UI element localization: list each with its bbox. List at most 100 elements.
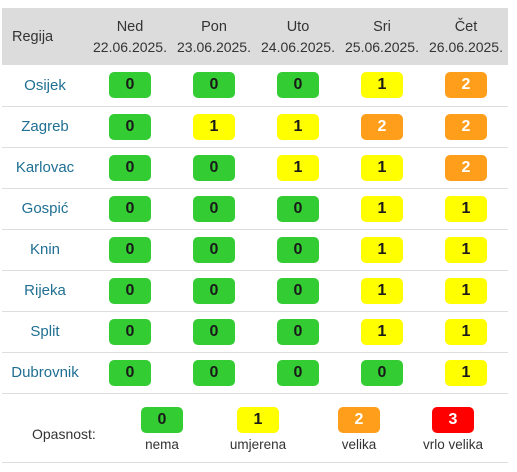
danger-cell: 0 (172, 147, 256, 188)
danger-cell: 1 (340, 229, 424, 270)
danger-level-badge: 1 (361, 236, 403, 263)
day-name: Sri (373, 18, 391, 35)
table-body: Osijek 0 0 0 1 2 Zagreb 0 1 1 2 2 Karlovac 0 0 1 1 2 Gospi… (2, 65, 508, 393)
danger-cell: 0 (172, 311, 256, 352)
danger-level-badge: 0 (109, 113, 151, 140)
legend-item-vrlo-velika: 3 vrlo velika (413, 406, 493, 452)
danger-cell: 0 (88, 270, 172, 311)
danger-level-badge: 2 (445, 72, 487, 99)
region-link[interactable]: Knin (29, 241, 61, 258)
table-row: Osijek 0 0 0 1 2 (2, 65, 508, 106)
danger-level-badge: 1 (445, 236, 487, 263)
legend-item-umjerena: 1 umjerena (218, 406, 298, 452)
column-header-day: Čet 26.06.2025. (424, 8, 508, 65)
danger-level-badge: 1 (361, 72, 403, 99)
danger-level-badge: 0 (193, 318, 235, 345)
danger-cell: 0 (88, 65, 172, 106)
day-date: 23.06.2025. (177, 38, 251, 55)
region-link[interactable]: Karlovac (15, 159, 75, 176)
danger-level-badge: 0 (277, 72, 319, 99)
heat-danger-widget: Regija Ned 22.06.2025. Pon 23.06.2025. U… (2, 0, 510, 463)
table-row: Gospić 0 0 0 1 1 (2, 188, 508, 229)
danger-cell: 1 (256, 147, 340, 188)
danger-level-badge: 0 (193, 277, 235, 304)
danger-cell: 1 (340, 188, 424, 229)
danger-cell: 0 (256, 188, 340, 229)
column-header-region: Regija (12, 28, 54, 45)
region-link[interactable]: Gospić (21, 200, 69, 217)
danger-level-badge: 2 (361, 113, 403, 140)
danger-cell: 1 (340, 311, 424, 352)
column-header-day: Pon 23.06.2025. (172, 8, 256, 65)
danger-level-badge: 0 (277, 359, 319, 386)
danger-level-badge: 1 (277, 113, 319, 140)
danger-cell: 2 (424, 106, 508, 147)
danger-cell: 0 (256, 311, 340, 352)
danger-level-badge: 0 (277, 195, 319, 222)
danger-level-badge: 0 (193, 236, 235, 263)
danger-cell: 1 (172, 106, 256, 147)
danger-level-badge: 2 (445, 113, 487, 140)
danger-level-badge: 1 (361, 154, 403, 181)
region-link[interactable]: Dubrovnik (11, 364, 79, 381)
column-header-day: Uto 24.06.2025. (256, 8, 340, 65)
day-date: 24.06.2025. (261, 38, 335, 55)
region-link[interactable]: Zagreb (21, 118, 69, 135)
legend-badge: 2 (338, 406, 380, 433)
danger-level-badge: 1 (445, 195, 487, 222)
danger-cell: 1 (424, 229, 508, 270)
danger-cell: 1 (424, 311, 508, 352)
legend-badge: 3 (432, 406, 474, 433)
danger-level-badge: 0 (193, 72, 235, 99)
danger-cell: 0 (172, 229, 256, 270)
legend-label: vrlo velika (422, 436, 484, 452)
danger-cell: 1 (424, 270, 508, 311)
danger-level-badge: 0 (277, 277, 319, 304)
danger-cell: 1 (340, 65, 424, 106)
day-date: 26.06.2025. (429, 38, 503, 55)
danger-cell: 0 (340, 352, 424, 393)
danger-level-badge: 1 (361, 318, 403, 345)
danger-cell: 0 (88, 229, 172, 270)
danger-cell: 1 (424, 352, 508, 393)
danger-cell: 0 (256, 352, 340, 393)
legend-item-nema: 0 nema (122, 406, 202, 452)
danger-level-badge: 0 (109, 72, 151, 99)
table-row: Split 0 0 0 1 1 (2, 311, 508, 352)
table-row: Knin 0 0 0 1 1 (2, 229, 508, 270)
danger-cell: 0 (88, 352, 172, 393)
danger-cell: 0 (172, 270, 256, 311)
danger-level-badge: 0 (277, 236, 319, 263)
danger-cell: 0 (88, 147, 172, 188)
danger-cell: 0 (172, 65, 256, 106)
legend-label: nema (145, 436, 179, 452)
danger-cell: 2 (340, 106, 424, 147)
day-name: Ned (116, 18, 144, 35)
region-link[interactable]: Split (30, 323, 60, 340)
table-row: Dubrovnik 0 0 0 0 1 (2, 352, 508, 393)
danger-level-badge: 1 (445, 359, 487, 386)
danger-level-badge: 1 (277, 154, 319, 181)
table-header-row: Regija Ned 22.06.2025. Pon 23.06.2025. U… (2, 8, 508, 65)
danger-cell: 1 (256, 106, 340, 147)
column-header-day: Ned 22.06.2025. (88, 8, 172, 65)
danger-cell: 0 (256, 270, 340, 311)
legend-title: Opasnost: (32, 425, 96, 442)
danger-level-badge: 0 (109, 154, 151, 181)
danger-cell: 0 (256, 229, 340, 270)
legend-label: velika (341, 436, 377, 452)
heat-danger-table: Regija Ned 22.06.2025. Pon 23.06.2025. U… (2, 8, 508, 394)
legend-badge: 0 (141, 406, 183, 433)
danger-cell: 1 (340, 147, 424, 188)
danger-cell: 1 (340, 270, 424, 311)
danger-level-badge: 0 (193, 195, 235, 222)
danger-cell: 0 (88, 311, 172, 352)
danger-level-badge: 0 (109, 318, 151, 345)
danger-level-badge: 0 (109, 277, 151, 304)
region-link[interactable]: Rijeka (24, 282, 66, 299)
danger-level-badge: 0 (361, 359, 403, 386)
danger-level-badge: 0 (109, 195, 151, 222)
region-link[interactable]: Osijek (24, 76, 66, 94)
danger-cell: 1 (424, 188, 508, 229)
danger-cell: 0 (88, 188, 172, 229)
